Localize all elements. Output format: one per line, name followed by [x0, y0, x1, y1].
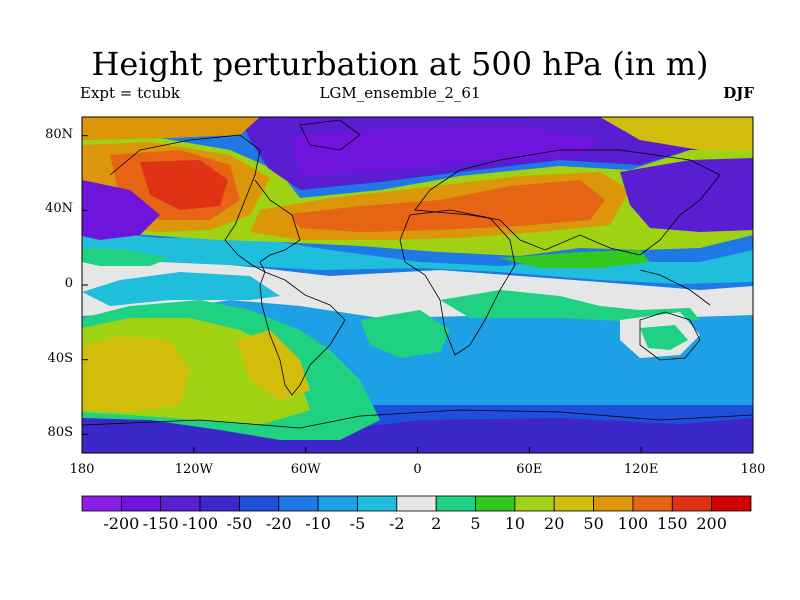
colorbar-swatch [160, 495, 201, 512]
longitude-label: 60E [516, 462, 543, 477]
colorbar-swatch [239, 495, 280, 512]
coast-eurasia [414, 149, 721, 256]
longitude-label: 120W [174, 462, 213, 477]
colorbar-swatch [553, 495, 594, 512]
height-field [82, 117, 753, 453]
colorbar-label: 200 [696, 514, 727, 533]
experiment-label: Expt = tcubk [80, 84, 180, 102]
colorbar-label: -20 [265, 514, 292, 533]
colorbar-swatch [593, 495, 634, 512]
colorbar-label: 10 [504, 514, 526, 533]
longitude-label: 120E [624, 462, 659, 477]
field-equatorial-band [82, 255, 753, 318]
colorbar-swatch [317, 495, 358, 512]
latitude-label: 40S [47, 350, 73, 366]
colorbar-swatch [396, 495, 437, 512]
longitude-label: 180 [69, 462, 95, 477]
latitude-label: 80S [47, 425, 73, 441]
coast-africa [399, 209, 516, 356]
field-south-pacific-yellow [82, 336, 190, 412]
field-siberia-yellow [600, 117, 753, 150]
coast-maritime-continent [639, 269, 711, 306]
coast-north-america [109, 134, 301, 273]
colorbar-label: -150 [142, 514, 179, 533]
coastlines [82, 119, 753, 429]
colorbar-label: 5 [470, 514, 481, 533]
latitude-label: 0 [64, 276, 73, 291]
coast-australia [639, 311, 701, 361]
colorbar-swatch [199, 495, 240, 512]
colorbar-label: -5 [349, 514, 366, 533]
colorbar-swatch [357, 495, 398, 512]
colorbar-swatch [120, 495, 162, 512]
map-title: Height perturbation at 500 hPa (in m) [91, 45, 709, 83]
colorbar-swatch [711, 495, 752, 512]
colorbar-swatch [81, 495, 122, 512]
ensemble-label: LGM_ensemble_2_61 [319, 84, 481, 102]
field-east-pacific-green [82, 248, 170, 266]
colorbar-label: -50 [226, 514, 253, 533]
colorbar-label: -100 [182, 514, 219, 533]
field-arabia-green [500, 250, 650, 268]
colorbar-swatch [632, 495, 673, 512]
colorbar-label: 2 [431, 514, 442, 533]
longitude-label: 0 [413, 462, 422, 477]
coast-greenland [299, 119, 361, 151]
field-north-america-red [140, 160, 228, 210]
colorbar-swatch [278, 495, 319, 512]
field-nh-subtropic-cyan [82, 230, 753, 284]
field-south-america-yellow [236, 330, 310, 400]
colorbar-swatch [671, 495, 713, 512]
field-equatorial-cyan [82, 272, 280, 306]
field-pacific-arctic-orange [82, 117, 260, 140]
coast-south-america [259, 271, 346, 396]
field-indian-ocean-green [440, 290, 700, 322]
field-australia-green [640, 325, 688, 350]
colorbar-label: 150 [657, 514, 688, 533]
axis-ticks [81, 135, 754, 453]
colorbar-label: 50 [583, 514, 604, 533]
colorbar-swatch [435, 495, 476, 512]
colorbar-swatch [514, 495, 555, 512]
field-arctic-deep-purple [290, 126, 600, 176]
colorbar-swatch [475, 495, 516, 512]
latitude-label: 80N [45, 126, 73, 142]
longitude-label: 60W [290, 462, 321, 477]
coast-antarctica [82, 409, 753, 429]
colorbar-label: 100 [617, 514, 649, 533]
colorbar [81, 495, 752, 512]
field-south-atlantic-green [360, 310, 450, 358]
longitude-label: 180 [740, 462, 766, 477]
field-west-pacific-purple [620, 158, 753, 232]
colorbar-label: -200 [103, 514, 140, 533]
latitude-label: 40N [45, 201, 73, 217]
colorbar-label: -2 [389, 514, 405, 533]
field-antarctic-low [82, 410, 753, 453]
field-atlantic-asia-redorange [290, 180, 605, 232]
colorbar-label: -10 [305, 514, 331, 533]
field-east-pacific-purple [82, 180, 160, 240]
colorbar-label: 20 [544, 514, 565, 533]
season-label: DJF [723, 84, 754, 102]
